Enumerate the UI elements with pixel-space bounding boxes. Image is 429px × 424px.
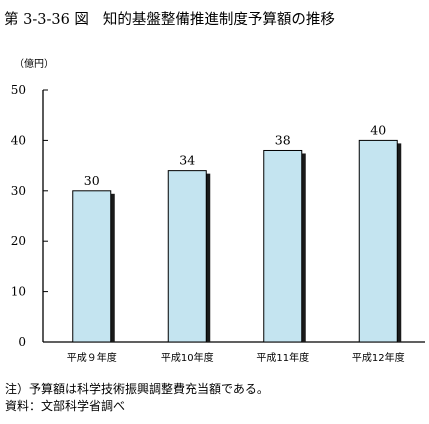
bar [358,139,398,343]
bar-value-label: 40 [370,122,386,137]
bar-value-label: 34 [179,153,195,168]
y-tick-label: 0 [18,335,26,349]
figure-title-line: 第 3-3-36 図知的基盤整備推進制度予算額の推移 [4,8,335,29]
x-category-label: 平成11年度 [256,351,309,364]
notes: 注）予算額は科学技術振興調整費充当額である。 資料：文部科学省調べ [5,381,269,415]
x-category-label: 平成９年度 [67,351,117,364]
bar [167,170,207,343]
x-category-label: 平成10年度 [161,351,214,364]
y-tick-label: 20 [11,234,26,248]
figure-title: 知的基盤整備推進制度予算額の推移 [102,12,335,28]
y-tick-label: 10 [11,285,26,299]
note-text: 注）予算額は科学技術振興調整費充当額である。 [5,382,269,396]
x-category-label: 平成12年度 [352,351,405,364]
figure-number: 第 3-3-36 図 [4,12,89,28]
bar-value-label: 38 [275,132,291,147]
y-tick-label: 50 [11,83,26,97]
y-tick-label: 40 [11,133,26,147]
y-axis-unit: （億円） [14,59,54,70]
y-tick-label: 30 [11,184,26,198]
source-text: 資料：文部科学省調べ [5,399,126,413]
bar [72,190,112,343]
bar [263,149,303,343]
bar-value-label: 30 [84,173,100,188]
